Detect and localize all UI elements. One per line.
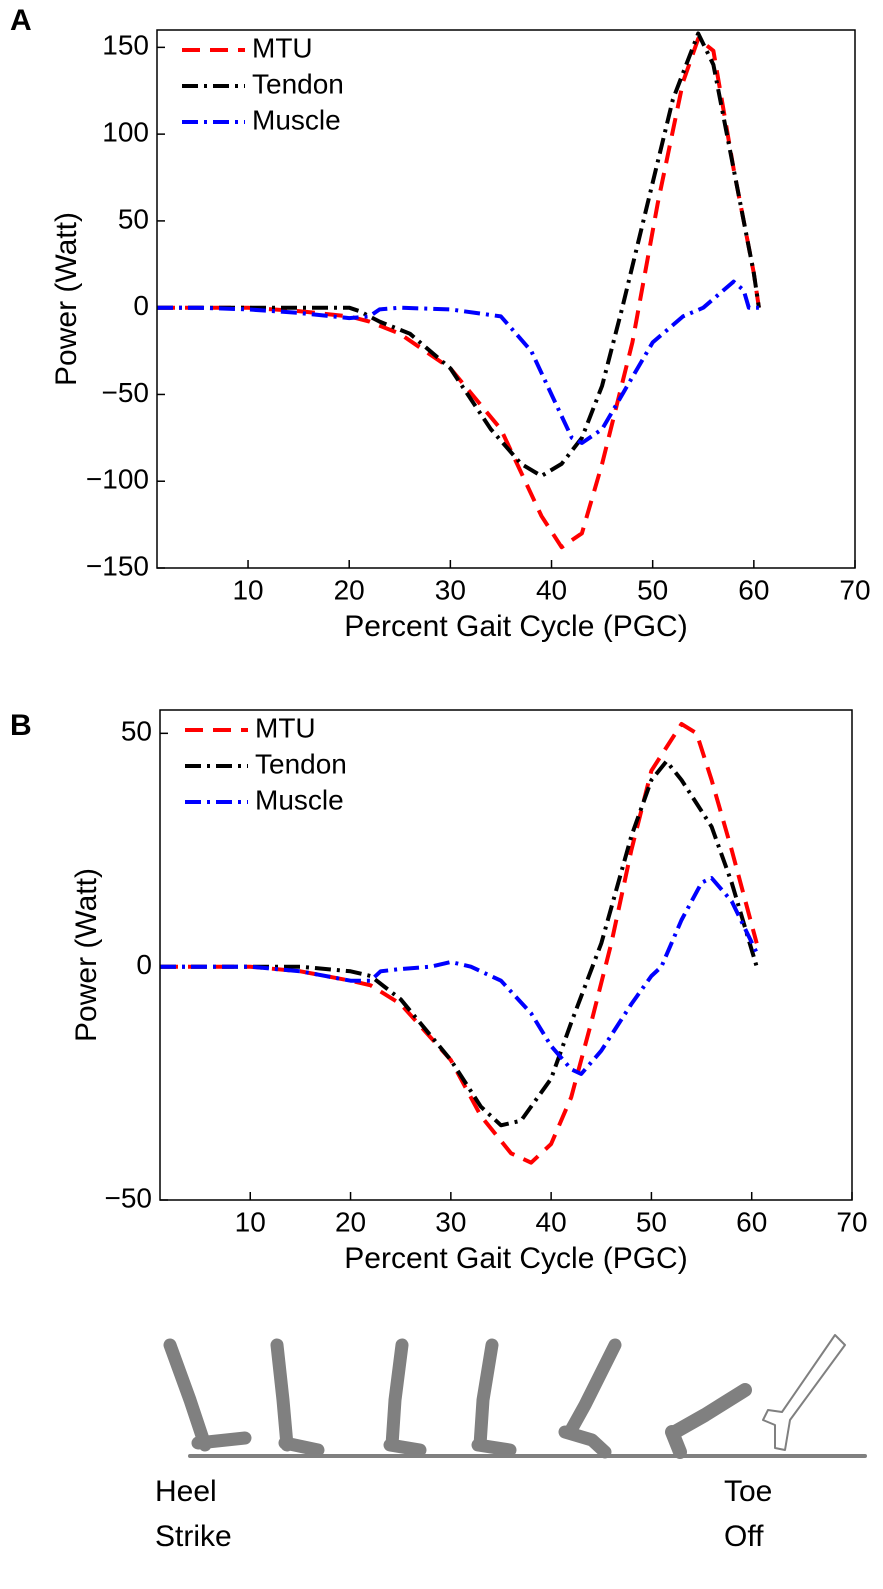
toe-off-label: Toe [724, 1475, 772, 1508]
y-tick-label: 100 [102, 117, 149, 148]
y-tick-label: −50 [102, 377, 150, 408]
foot-figure [471, 1338, 517, 1457]
heel-strike-label: Heel [155, 1475, 217, 1508]
legend-label: Muscle [252, 104, 341, 135]
x-tick-label: 10 [232, 574, 263, 605]
foot-figure-outline [762, 1334, 846, 1451]
legend-label: Tendon [255, 748, 347, 779]
y-tick-label: −50 [105, 1182, 153, 1213]
foot-figure [558, 1338, 622, 1459]
plot-frame [159, 709, 853, 1201]
legend-label: MTU [255, 712, 316, 743]
x-tick-label: 70 [836, 1206, 867, 1237]
series-line [160, 876, 759, 1076]
series-line [160, 722, 759, 1165]
y-tick-label: 50 [121, 716, 152, 747]
y-axis-label: Power (Watt) [70, 868, 103, 1042]
plot-frame [156, 29, 856, 569]
x-tick-label: 40 [536, 1206, 567, 1237]
x-tick-label: 50 [637, 574, 668, 605]
x-tick-label: 30 [435, 1206, 466, 1237]
x-tick-label: 40 [536, 574, 567, 605]
x-tick-label: 60 [736, 1206, 767, 1237]
foot-figure [163, 1338, 252, 1452]
x-tick-label: 70 [839, 574, 870, 605]
y-axis-label: Power (Watt) [50, 212, 83, 386]
gait-illustration [163, 1334, 867, 1459]
panel-label: A [10, 4, 32, 37]
foot-figure [665, 1383, 752, 1459]
y-tick-label: 0 [133, 290, 149, 321]
legend-label: Muscle [255, 784, 344, 815]
x-axis-label: Percent Gait Cycle (PGC) [344, 610, 687, 643]
series-line [157, 31, 761, 478]
foot-figure [270, 1338, 325, 1457]
x-tick-label: 20 [334, 574, 365, 605]
panel-label: B [10, 709, 32, 742]
y-tick-label: 50 [118, 203, 149, 234]
x-tick-label: 10 [235, 1206, 266, 1237]
x-tick-label: 60 [738, 574, 769, 605]
heel-strike-label: Strike [155, 1520, 232, 1553]
x-tick-label: 20 [335, 1206, 366, 1237]
series-line [157, 279, 759, 445]
y-tick-label: −150 [86, 550, 149, 581]
legend-label: MTU [252, 32, 313, 63]
y-tick-label: 0 [136, 949, 152, 980]
y-tick-label: −100 [86, 464, 149, 495]
series-line [160, 759, 759, 1128]
x-axis-label: Percent Gait Cycle (PGC) [344, 1242, 687, 1275]
toe-off-label: Off [724, 1520, 764, 1553]
y-tick-label: 150 [102, 30, 149, 61]
foot-figure [383, 1338, 427, 1457]
legend-label: Tendon [252, 68, 344, 99]
x-tick-label: 50 [636, 1206, 667, 1237]
x-tick-label: 30 [435, 574, 466, 605]
